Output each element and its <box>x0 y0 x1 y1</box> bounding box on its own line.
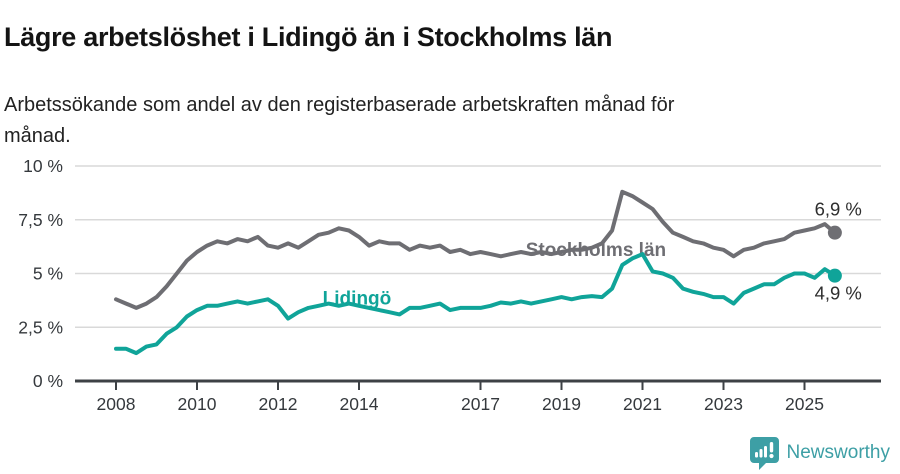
x-tick-label: 2019 <box>542 394 581 414</box>
x-tick-label: 2017 <box>461 394 500 414</box>
page-title: Lägre arbetslöshet i Lidingö än i Stockh… <box>4 22 613 53</box>
series-label: Lidingö <box>323 289 392 310</box>
brand-name: Newsworthy <box>786 442 890 463</box>
newsworthy-logo-icon <box>749 437 779 470</box>
series-label: Stockholms län <box>526 240 666 261</box>
newsworthy-brand: Newsworthy <box>749 436 890 470</box>
series-end-value: 6,9 % <box>815 199 862 220</box>
x-tick-label: 2012 <box>259 394 298 414</box>
y-tick-label: 10 % <box>23 156 63 176</box>
series-end-dot <box>827 225 842 240</box>
x-tick-label: 2014 <box>340 394 379 414</box>
subtitle-line-2: månad. <box>4 125 71 147</box>
y-tick-label: 0 % <box>33 371 63 391</box>
x-tick-label: 2008 <box>97 394 136 414</box>
y-tick-label: 7,5 % <box>18 210 63 230</box>
series-line-stockholms-l-n <box>114 189 837 310</box>
chart-subtitle: Arbetssökande som andel av den registerb… <box>4 90 804 152</box>
x-tick-label: 2021 <box>623 394 662 414</box>
y-tick-label: 5 % <box>33 264 63 284</box>
subtitle-line-1: Arbetssökande som andel av den registerb… <box>4 94 675 116</box>
series-line-liding- <box>114 252 837 356</box>
x-tick-label: 2025 <box>785 394 824 414</box>
series-end-dot <box>827 268 842 283</box>
series-end-value: 4,9 % <box>815 283 862 304</box>
x-tick-label: 2023 <box>704 394 743 414</box>
y-tick-label: 2,5 % <box>18 317 63 337</box>
x-tick-label: 2010 <box>178 394 217 414</box>
